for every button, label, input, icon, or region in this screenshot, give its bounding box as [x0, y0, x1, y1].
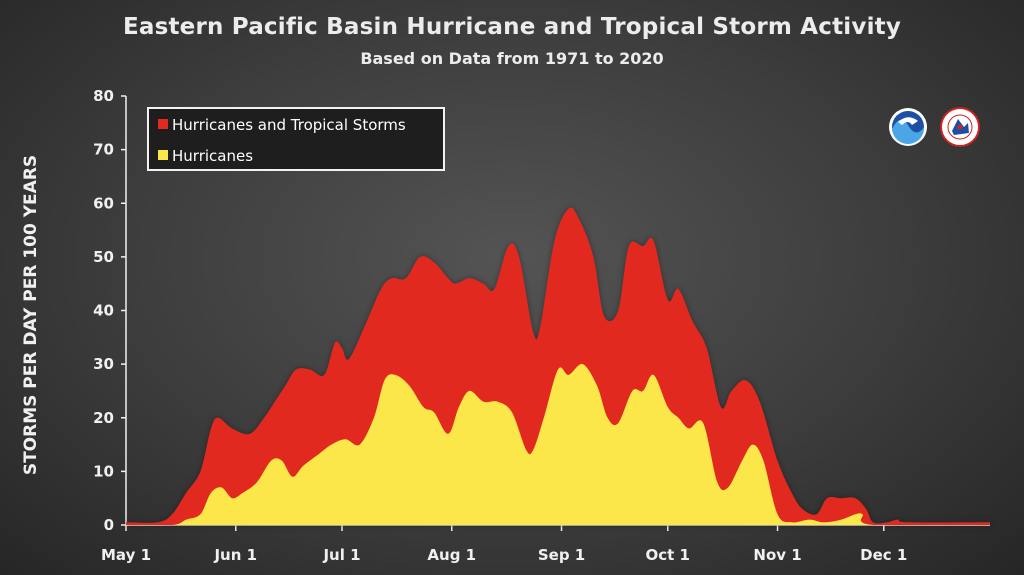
y-tick-label: 30 [93, 355, 114, 373]
series-area-hurricanes [126, 363, 990, 525]
axes: 0 10 20 30 40 50 60 70 80 May 1 Jun 1 Jul 1 Aug 1 Sep… [93, 87, 990, 564]
legend-box [147, 107, 445, 171]
y-tick-label: 50 [93, 248, 114, 266]
y-tick-label: 0 [104, 516, 114, 534]
x-tick-label: Sep 1 [538, 546, 585, 564]
x-tick-label: May 1 [101, 546, 151, 564]
legend-swatch-storms [158, 119, 168, 129]
x-tick-label: Aug 1 [427, 546, 476, 564]
legend-swatch-hurricanes [158, 150, 168, 160]
x-tick-label: Jul 1 [322, 546, 360, 564]
chart-title: Eastern Pacific Basin Hurricane and Trop… [122, 14, 902, 40]
y-tick-label: 80 [93, 87, 114, 105]
x-tick-label: Oct 1 [646, 546, 690, 564]
series-areas [126, 207, 990, 525]
legend-label-storms: Hurricanes and Tropical Storms [172, 116, 406, 134]
x-tick-label: Dec 1 [860, 546, 907, 564]
y-tick-label: 70 [93, 141, 114, 159]
y-tick-label: 60 [93, 194, 114, 212]
nws-logo [940, 107, 980, 147]
y-tick-label: 20 [93, 409, 114, 427]
noaa-logo [889, 108, 927, 146]
legend-label-hurricanes: Hurricanes [172, 147, 253, 165]
y-tick-label: 10 [93, 462, 114, 480]
chart-subtitle: Based on Data from 1971 to 2020 [360, 49, 664, 68]
y-tick-label: 40 [93, 302, 114, 320]
x-tick-label: Nov 1 [753, 546, 801, 564]
legend: Hurricanes and Tropical Storms Hurricane… [147, 107, 445, 171]
x-tick-label: Jun 1 [213, 546, 257, 564]
